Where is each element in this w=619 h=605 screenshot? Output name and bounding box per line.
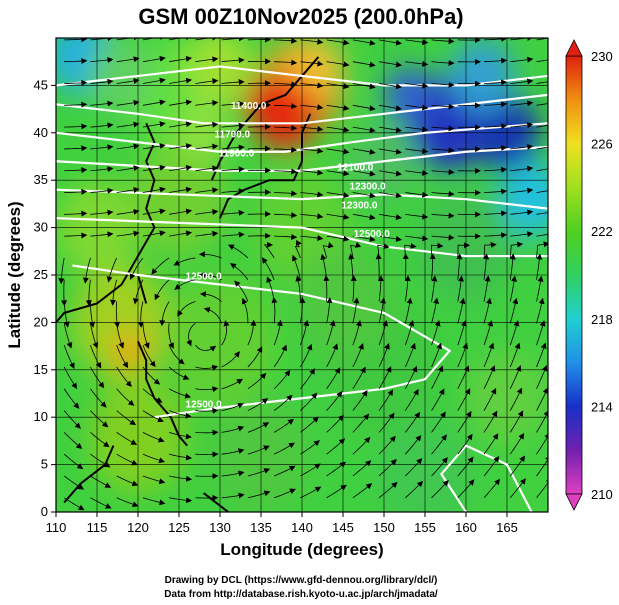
colorbar-bottom-arrow [565,493,583,511]
height-contours [56,65,548,512]
x-tick-label: 155 [414,520,436,535]
credit-data: Data from http://database.rish.kyoto-u.a… [164,589,438,600]
contour-label: 12300.0 [341,201,378,212]
colorbar-gradient [565,55,583,495]
y-tick-label: 45 [34,77,48,92]
x-tick-label: 125 [168,520,190,535]
plot-area: 11400.0 11700.0 11900.0 12100.0 12300.0 12300… [56,38,548,512]
x-axis-ticks: 110 115 120 125 130 135 140 145 150 155 160 165 [46,512,518,535]
y-tick-label: 35 [34,172,48,187]
x-tick-label: 165 [496,520,518,535]
colorbar-tick-label: 222 [591,224,613,239]
x-tick-label: 150 [373,520,395,535]
map-title: GSM 00Z10Nov2025 (200.0hPa) [138,4,463,29]
y-tick-label: 15 [34,362,48,377]
colorbar: 210 214 218 222 226 230 [565,39,613,511]
y-tick-label: 30 [34,220,48,235]
contour-labels: 11400.0 11700.0 11900.0 12100.0 12300.0 12300… [186,101,391,411]
contour-label: 12300.0 [350,182,387,193]
colorbar-tick-label: 210 [591,487,613,502]
colorbar-tick-label: 214 [591,399,613,414]
colorbar-tick-label: 230 [591,49,613,64]
contour-label: 12100.0 [337,163,374,174]
x-axis-title: Longitude (degrees) [220,540,383,559]
colorbar-tick-label: 226 [591,137,613,152]
streamlines [58,38,548,511]
y-axis-ticks: 0 5 10 15 20 25 30 35 40 45 [34,77,56,519]
y-tick-label: 40 [34,125,48,140]
x-tick-label: 135 [250,520,272,535]
credit-drawing: Drawing by DCL (https://www.gfd-dennou.o… [165,575,438,586]
colorbar-ticks: 210 214 218 222 226 230 [591,49,613,502]
y-tick-label: 0 [41,504,48,519]
y-tick-label: 10 [34,409,48,424]
x-tick-label: 110 [46,520,67,535]
contour-label: 12500.0 [186,272,223,283]
y-tick-label: 25 [34,267,48,282]
contour-label: 11400.0 [231,101,267,112]
x-tick-label: 130 [209,520,231,535]
x-tick-label: 115 [87,520,108,535]
contour-label: 11900.0 [219,149,255,160]
colorbar-top-arrow [565,39,583,57]
x-tick-label: 120 [127,520,149,535]
x-tick-label: 160 [455,520,477,535]
x-tick-label: 145 [332,520,354,535]
x-tick-label: 140 [291,520,313,535]
grid-lines [56,38,548,512]
colorbar-tick-label: 218 [591,312,613,327]
contour-label: 12500.0 [354,229,391,240]
y-tick-label: 20 [34,314,48,329]
y-axis-title: Latitude (degrees) [5,201,24,348]
y-tick-label: 5 [41,457,48,472]
contour-label: 12500.0 [186,400,223,411]
contour-label: 11700.0 [214,130,250,141]
